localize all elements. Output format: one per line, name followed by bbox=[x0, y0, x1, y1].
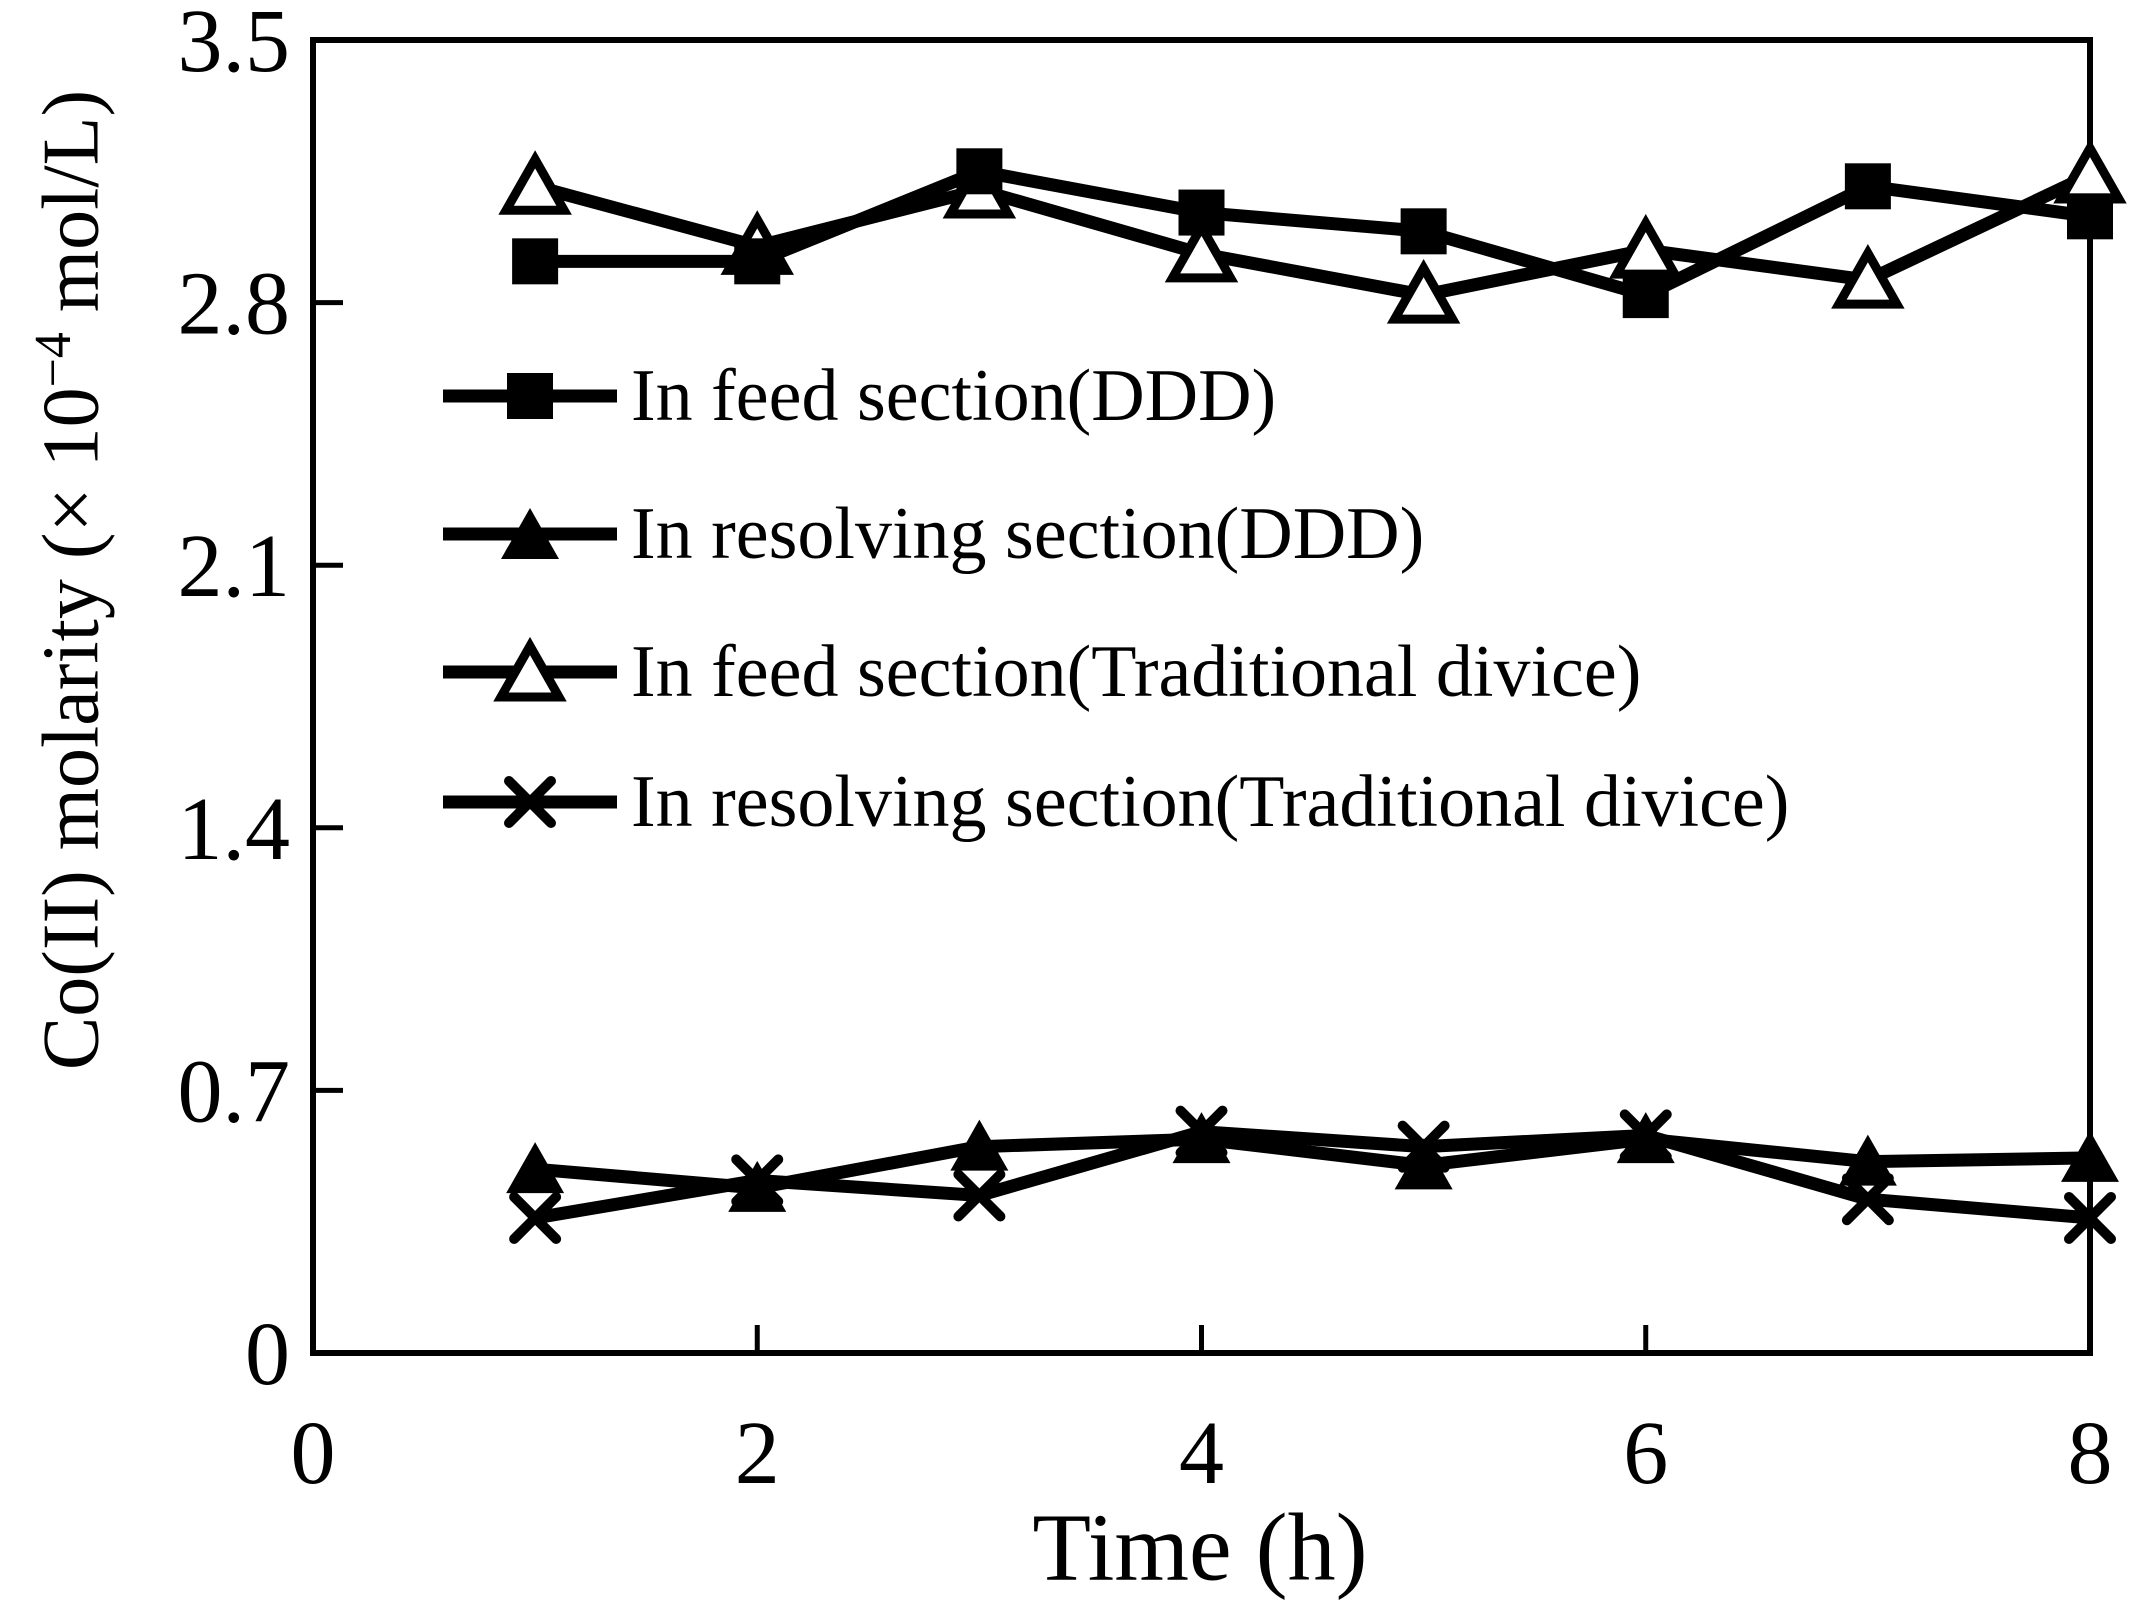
data-point-open-triangle bbox=[1831, 243, 1905, 309]
legend-item-resolving-traditional: In resolving section(Traditional divice) bbox=[441, 747, 1789, 857]
data-point-x-cross bbox=[509, 1191, 562, 1244]
data-point-filled-square bbox=[2067, 193, 2113, 240]
y-tick-label: 1.4 bbox=[178, 780, 291, 879]
data-point-filled-square bbox=[1622, 272, 1669, 319]
data-point-filled-square bbox=[1178, 189, 1225, 236]
data-point-filled-triangle bbox=[728, 1160, 787, 1212]
legend-label: In resolving section(Traditional divice) bbox=[631, 761, 1790, 843]
y-axis-title: Co(II) molarity (× 10−4 mol/L) bbox=[24, 89, 118, 1071]
y-tick-label: 2.8 bbox=[178, 255, 291, 354]
series-line bbox=[533, 169, 2093, 302]
data-point-filled-triangle bbox=[2061, 1130, 2119, 1182]
legend-label: In resolving section(DDD) bbox=[631, 493, 1425, 575]
data-point-open-triangle bbox=[498, 150, 572, 215]
data-point-filled-triangle bbox=[1172, 1112, 1231, 1164]
y-tick-label: 0 bbox=[245, 1305, 290, 1404]
data-point-open-triangle bbox=[1164, 217, 1239, 283]
data-point-filled-square bbox=[956, 148, 1003, 195]
x-tick-label: 6 bbox=[1623, 1404, 1668, 1503]
data-point-open-triangle bbox=[1386, 258, 1461, 324]
y-axis-title-pre: Co(II) molarity (× 10 bbox=[27, 387, 116, 1071]
series-in-resolving-section-ddd bbox=[506, 1112, 2119, 1212]
data-point-filled-triangle bbox=[1394, 1138, 1453, 1190]
legend-label: In feed section(DDD) bbox=[631, 355, 1277, 437]
y-axis-title-post: mol/L) bbox=[27, 89, 116, 333]
x-tick-label: 2 bbox=[735, 1404, 780, 1503]
data-point-x-cross bbox=[2064, 1191, 2116, 1244]
data-point-filled-square bbox=[734, 238, 781, 285]
y-tick-label: 0.7 bbox=[178, 1042, 291, 1141]
data-point-filled-square bbox=[1844, 163, 1891, 210]
data-point-filled-triangle bbox=[1838, 1134, 1897, 1186]
y-tick-label: 3.5 bbox=[178, 0, 291, 91]
data-point-filled-triangle bbox=[1616, 1112, 1675, 1164]
data-point-filled-triangle bbox=[506, 1142, 565, 1194]
legend-item-resolving-ddd: In resolving section(DDD) bbox=[441, 479, 1424, 589]
x-tick-label: 8 bbox=[2068, 1404, 2113, 1503]
y-axis-title-superscript: −4 bbox=[24, 332, 82, 388]
x-axis-title: Time (h) bbox=[1032, 1493, 1368, 1601]
legend-swatch-filled-triangle-icon bbox=[443, 508, 617, 559]
legend-swatch-open-triangle-icon bbox=[443, 636, 617, 702]
series-in-feed-section-ddd bbox=[512, 148, 2113, 319]
x-tick-label: 4 bbox=[1179, 1404, 1224, 1503]
data-point-filled-square bbox=[1400, 208, 1447, 255]
legend-item-feed-traditional: In feed section(Traditional divice) bbox=[441, 617, 1641, 727]
legend-swatch-filled-square-icon bbox=[443, 373, 617, 419]
legend: In feed section(DDD) In resolving sectio… bbox=[441, 341, 1961, 871]
legend-swatch-x-cross-icon bbox=[443, 776, 617, 828]
data-point-open-triangle bbox=[2053, 138, 2127, 204]
data-point-filled-square bbox=[512, 238, 559, 285]
series-line bbox=[534, 1132, 2091, 1195]
data-point-x-cross bbox=[953, 1169, 1006, 1222]
y-tick-label: 2.1 bbox=[178, 517, 291, 616]
x-tick-label: 0 bbox=[291, 1404, 336, 1503]
data-point-filled-triangle bbox=[950, 1119, 1009, 1171]
series-line bbox=[535, 164, 2091, 303]
legend-label: In feed section(Traditional divice) bbox=[631, 631, 1642, 713]
legend-item-feed-ddd: In feed section(DDD) bbox=[441, 341, 1276, 451]
